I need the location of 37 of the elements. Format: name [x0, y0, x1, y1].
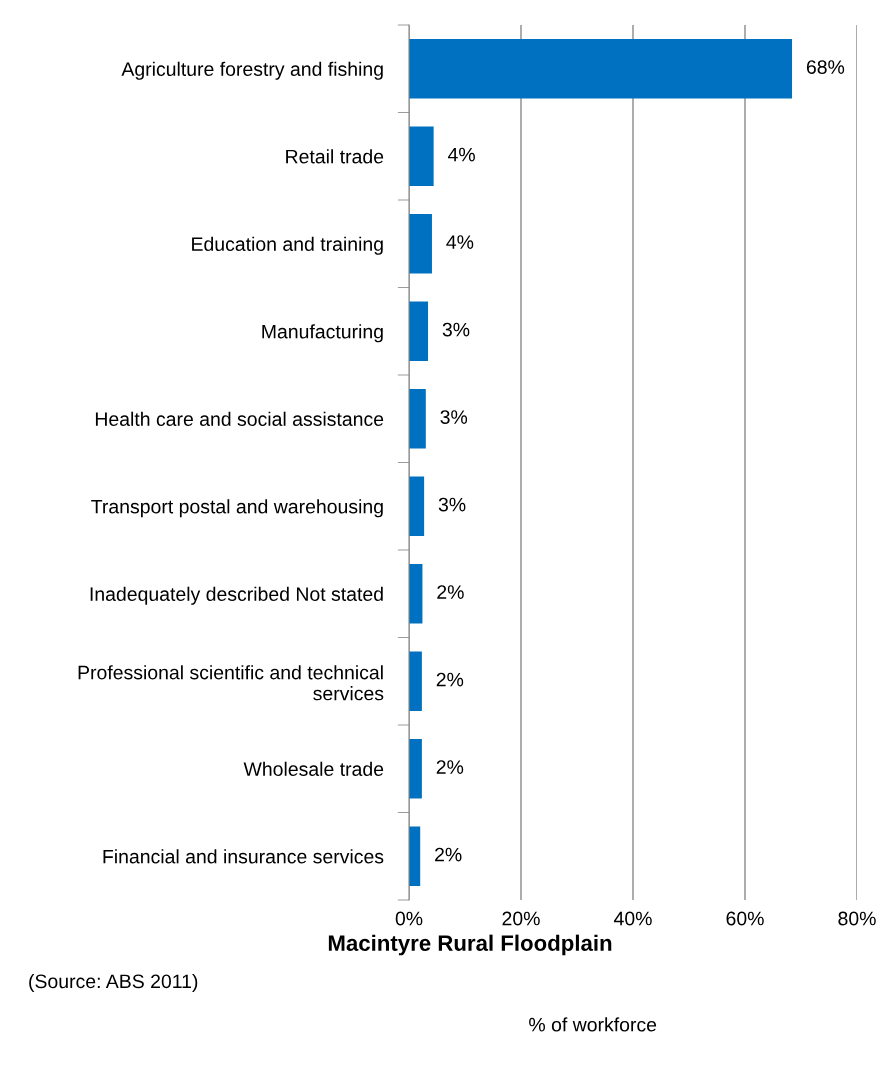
- data-label: 3%: [440, 410, 468, 424]
- bar: [409, 126, 434, 186]
- bar: [409, 301, 429, 361]
- y-tick-label: Professional scientific and technical services: [78, 665, 384, 701]
- text: (Source: ABS 2011): [29, 973, 198, 993]
- text: Macintyre Rural Floodplain: [328, 934, 612, 956]
- bar: [409, 389, 426, 449]
- data-label: 2%: [436, 760, 464, 774]
- bar: [409, 564, 423, 624]
- bar: [409, 739, 422, 799]
- data-label: 4%: [447, 147, 475, 162]
- x-tick-label: 20%: [502, 911, 540, 926]
- y-tick-label: Inadequately described Not stated: [90, 586, 383, 605]
- data-label: 3%: [438, 497, 466, 512]
- x-tick-label: 40%: [613, 911, 652, 926]
- y-tick-label: Manufacturing: [262, 324, 383, 343]
- y-tick-label: Education and training: [192, 236, 383, 255]
- x-axis-title: % of workforce: [529, 1017, 657, 1032]
- x-tick-label: 80%: [838, 911, 876, 926]
- data-label: 2%: [435, 847, 462, 862]
- data-label: 4%: [446, 235, 474, 249]
- bar: [409, 651, 422, 711]
- data-label: 2%: [437, 585, 464, 599]
- x-tick-label: 0%: [395, 911, 423, 926]
- y-tick-label: Financial and insurance services: [103, 849, 384, 864]
- bar: [409, 476, 425, 536]
- data-label: 68%: [806, 60, 845, 74]
- y-tick-label: Health care and social assistance: [95, 411, 384, 426]
- data-label: 3%: [442, 322, 470, 337]
- y-tick-label: Agriculture forestry and fishing: [121, 61, 383, 80]
- data-label: 2%: [436, 672, 464, 687]
- y-tick-label: Wholesale trade: [243, 761, 384, 776]
- x-tick-label: 60%: [726, 911, 764, 926]
- bar: [409, 39, 793, 99]
- bar: [409, 214, 432, 274]
- y-tick-label: Transport postal and warehousing: [91, 499, 383, 518]
- y-tick-label: Retail trade: [286, 149, 384, 164]
